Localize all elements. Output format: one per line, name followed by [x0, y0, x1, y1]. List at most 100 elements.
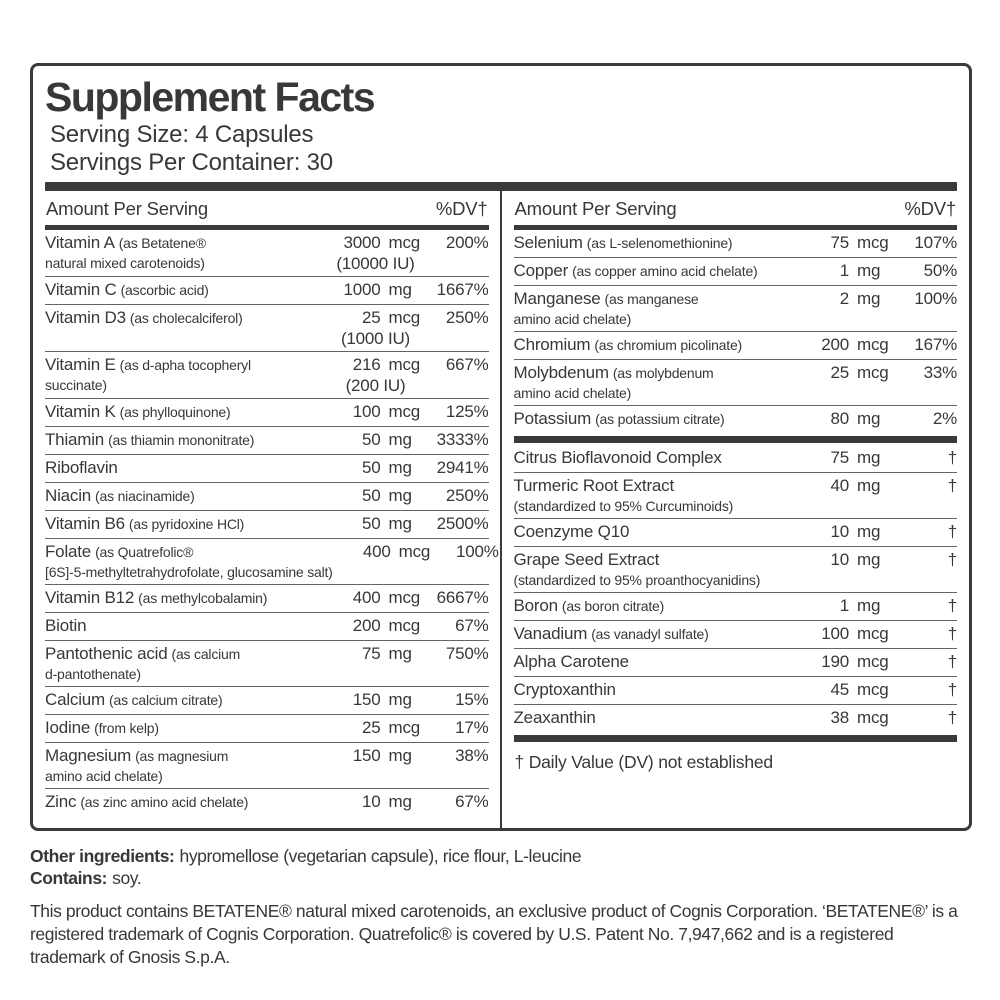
nutrient-name: Niacin (as niacinamide): [45, 486, 323, 507]
nutrient-name-detail: (as zinc amino acid chelate): [80, 794, 249, 810]
panel-title: Supplement Facts: [45, 74, 376, 120]
nutrient-name-main: Citrus Bioflavonoid Complex: [513, 448, 722, 467]
nutrient-name-main: Vitamin B6: [45, 514, 125, 533]
nutrient-amount-unit: mcg: [857, 335, 889, 354]
nutrient-name-line2: (standardized to 95% proanthocyanidins): [513, 572, 761, 588]
left-column-header: Amount Per Serving %DV†: [45, 191, 489, 225]
amount-per-serving-label: Amount Per Serving: [514, 198, 677, 219]
nutrient-row: Chromium (as chromium picolinate) 200 mcg 16…: [513, 331, 957, 359]
nutrient-name-main: Manganese: [513, 289, 601, 308]
nutrient-amount-value: 1: [839, 261, 849, 280]
right-column: Amount Per Serving %DV† Selenium (as L-se…: [502, 191, 958, 828]
nutrient-dv-value: 250%: [445, 486, 489, 505]
nutrient-amount-unit: mcg: [388, 233, 421, 252]
nutrient-row: Vitamin B6 (as pyridoxine HCl) 50 mg 2500%: [45, 510, 489, 538]
label-footer: Other ingredients: hypromellose (vegetari…: [30, 845, 972, 969]
nutrient-dv-value: 67%: [455, 792, 489, 811]
nutrient-columns: Amount Per Serving %DV† Vitamin A (as Bet…: [45, 191, 957, 828]
nutrient-row: Calcium (as calcium citrate) 150 mg 15%: [45, 686, 489, 714]
nutrient-name-main: Magnesium: [45, 746, 132, 765]
nutrient-name-main: Turmeric Root Extract: [513, 476, 675, 495]
nutrient-row: Citrus Bioflavonoid Complex 75 mg †: [514, 445, 958, 472]
nutrient-name: Turmeric Root Extract: [514, 476, 806, 497]
right-top-nutrient-rows: Selenium (as L-selenomethionine) 75 mcg 107%…: [513, 230, 958, 433]
nutrient-amount-value: 1: [839, 596, 849, 615]
nutrient-amount-unit: mg: [857, 476, 881, 495]
nutrient-name-detail: (as thiamin mononitrate): [108, 432, 255, 448]
nutrient-dv-value: 15%: [455, 690, 489, 709]
nutrient-row: Cryptoxanthin 45 mcg †: [513, 676, 957, 704]
nutrient-row: Molybdenum (as molybdenum 25 mcg 33% amino ac…: [513, 359, 957, 405]
nutrient-amount-value: 10: [361, 792, 381, 811]
nutrient-name-detail: (ascorbic acid): [120, 282, 209, 298]
trademark-disclaimer: This product contains BETATENE® natural …: [30, 901, 958, 967]
nutrient-name-main: Vitamin A: [45, 233, 115, 252]
nutrient-name: Alpha Carotene: [514, 652, 806, 673]
nutrient-name: Vitamin A (as Betatene®: [45, 233, 323, 254]
nutrient-name: Citrus Bioflavonoid Complex: [514, 448, 806, 469]
nutrient-name-main: Pantothenic acid: [45, 644, 168, 663]
nutrient-amount-value: 45: [830, 680, 849, 699]
nutrient-amount-value: 100: [352, 402, 381, 421]
servings-per-container: Servings Per Container: 30: [50, 149, 333, 176]
nutrient-row: Riboflavin 50 mg 2941%: [45, 454, 489, 482]
nutrient-row: Folate (as Quatrefolic® 400 mcg 100% [6S]-5-m…: [45, 538, 499, 584]
nutrient-amount-value: 80: [830, 409, 849, 428]
nutrient-name: Riboflavin: [45, 458, 323, 479]
nutrient-name-main: Thiamin: [45, 430, 105, 449]
nutrient-amount-unit: mcg: [857, 363, 889, 382]
nutrient-row: Grape Seed Extract 10 mg † (standardized to …: [513, 546, 957, 592]
nutrient-amount-value: 25: [361, 308, 381, 327]
nutrient-name-detail: (as calcium: [171, 646, 241, 662]
nutrient-row: Zeaxanthin 38 mcg †: [513, 704, 957, 732]
nutrient-amount-value: 50: [361, 514, 381, 533]
nutrient-name-line2: amino acid chelate): [513, 311, 632, 327]
nutrient-row: Pantothenic acid (as calcium 75 mg 750% d-pan…: [45, 640, 489, 686]
nutrient-row: Thiamin (as thiamin mononitrate) 50 mg 3333%: [45, 426, 489, 454]
nutrient-dv-value: 2500%: [436, 514, 489, 533]
nutrient-amount-value: 190: [821, 652, 849, 671]
nutrient-dv-value: 2941%: [436, 458, 489, 477]
nutrient-dv-value: †: [947, 708, 957, 727]
right-bottom-nutrient-rows: Citrus Bioflavonoid Complex 75 mg † Turmeric…: [513, 445, 958, 732]
nutrient-name: Boron (as boron citrate): [514, 596, 806, 617]
nutrient-name: Copper (as copper amino acid chelate): [514, 261, 806, 282]
nutrient-amount-unit: mg: [388, 514, 412, 533]
nutrient-name-detail: (as calcium citrate): [109, 692, 223, 708]
nutrient-amount-unit: mg: [857, 448, 881, 467]
nutrient-dv-value: 750%: [445, 644, 489, 663]
nutrient-name-main: Riboflavin: [45, 458, 118, 477]
nutrient-name-detail: (as cholecalciferol): [129, 310, 243, 326]
nutrient-name: Vitamin B12 (as methylcobalamin): [45, 588, 323, 609]
nutrient-amount-unit: mg: [857, 596, 881, 615]
nutrient-row: Boron (as boron citrate) 1 mg †: [513, 592, 957, 620]
nutrient-amount-unit: mg: [388, 690, 412, 709]
nutrient-name-main: Copper: [513, 261, 569, 280]
nutrient-name: Biotin: [45, 616, 323, 637]
nutrient-amount-unit: mcg: [388, 718, 421, 737]
nutrient-amount-value: 400: [362, 542, 391, 561]
nutrient-amount-unit: mg: [388, 430, 412, 449]
nutrient-dv-value: 38%: [455, 746, 489, 765]
nutrient-amount-value: 75: [361, 644, 381, 663]
nutrient-amount-value: 50: [361, 430, 381, 449]
nutrient-amount-value: 50: [361, 486, 381, 505]
nutrient-name-detail: (as boron citrate): [561, 598, 665, 614]
nutrient-name-main: Coenzyme Q10: [513, 522, 630, 541]
nutrient-dv-value: 50%: [923, 261, 958, 280]
nutrient-name-main: Vitamin B12: [45, 588, 135, 607]
nutrient-row: Coenzyme Q10 10 mg †: [513, 518, 957, 546]
nutrient-row: Vitamin B12 (as methylcobalamin) 400 mcg 666…: [45, 584, 489, 612]
contains-text: soy.: [112, 868, 142, 888]
nutrient-amount-value: 50: [361, 458, 381, 477]
nutrient-name: Coenzyme Q10: [514, 522, 806, 543]
nutrient-row: Vanadium (as vanadyl sulfate) 100 mcg †: [513, 620, 957, 648]
nutrient-name: Vitamin B6 (as pyridoxine HCl): [45, 514, 323, 535]
nutrient-name: Vanadium (as vanadyl sulfate): [514, 624, 806, 645]
nutrient-amount-value: 150: [352, 746, 381, 765]
nutrient-name: Zeaxanthin: [514, 708, 806, 729]
nutrient-name-main: Iodine: [45, 718, 91, 737]
nutrient-name: Vitamin C (ascorbic acid): [45, 280, 323, 301]
nutrient-name: Chromium (as chromium picolinate): [514, 335, 806, 356]
nutrient-row: Biotin 200 mcg 67%: [45, 612, 489, 640]
